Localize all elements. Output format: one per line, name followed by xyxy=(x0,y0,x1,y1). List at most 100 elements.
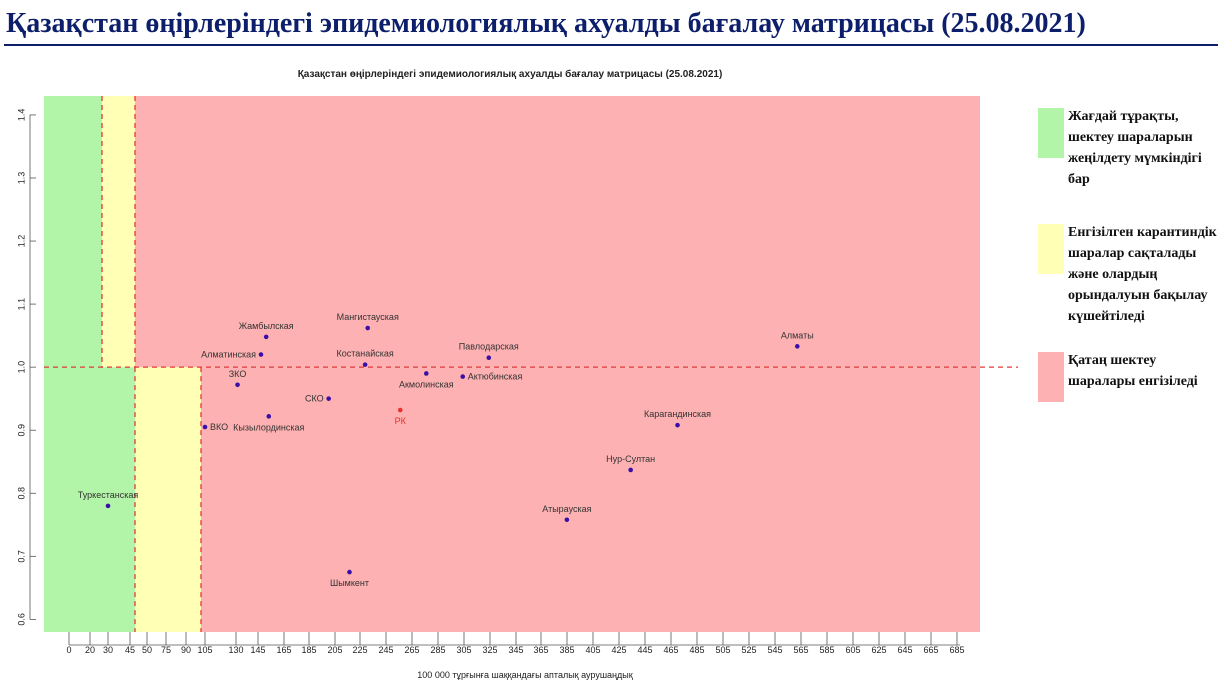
x-axis-label: 100 000 тұрғынға шаққандағы апталық ауру… xyxy=(417,670,632,680)
data-point-label: РК xyxy=(395,416,407,426)
x-tick-label: 205 xyxy=(327,645,342,655)
data-point xyxy=(105,503,111,509)
data-point xyxy=(460,374,466,379)
x-tick-label: 185 xyxy=(301,645,316,655)
x-tick-label: 345 xyxy=(508,645,523,655)
y-tick-label: 1.4 xyxy=(16,109,26,122)
zone-yellow-2 xyxy=(102,96,135,368)
y-tick-label: 0.6 xyxy=(16,613,26,626)
data-point-label: Павлодарская xyxy=(459,342,519,352)
zones-layer xyxy=(44,96,980,632)
x-tick-label: 50 xyxy=(142,645,152,655)
x-tick-label: 625 xyxy=(871,645,886,655)
x-tick-label: 645 xyxy=(897,645,912,655)
x-tick-label: 30 xyxy=(103,645,113,655)
x-tick-label: 585 xyxy=(819,645,834,655)
zone-yellow-3 xyxy=(135,367,201,632)
x-tick-label: 545 xyxy=(767,645,782,655)
data-point xyxy=(347,569,352,575)
legend-swatch-green xyxy=(1038,108,1064,158)
data-point xyxy=(564,517,570,523)
y-tick-label: 0.9 xyxy=(16,424,26,437)
x-tick-label: 165 xyxy=(276,645,291,655)
x-tick-label: 105 xyxy=(197,645,212,655)
data-point-label: Туркестанская xyxy=(78,490,139,500)
x-tick-label: 425 xyxy=(611,645,626,655)
data-point-label: Акмолинская xyxy=(399,379,454,389)
y-tick-label: 0.7 xyxy=(16,550,26,563)
zone-red-4 xyxy=(135,96,980,368)
data-point xyxy=(423,371,429,376)
data-point xyxy=(258,352,264,357)
data-point xyxy=(362,362,368,367)
legend-swatch-red xyxy=(1038,352,1064,402)
data-point xyxy=(486,355,492,360)
x-tick-label: 75 xyxy=(161,645,171,655)
x-tick-label: 505 xyxy=(715,645,730,655)
points-layer: Туркестанская ВКО ЗКО Алматинская Жамбылская… xyxy=(78,312,814,588)
legend-swatch-yellow xyxy=(1038,224,1064,274)
y-tick-label: 1.0 xyxy=(16,361,26,374)
data-point-label: Костанайская xyxy=(336,349,393,359)
data-point-label: Шымкент xyxy=(330,578,369,588)
x-tick-label: 45 xyxy=(125,645,135,655)
data-point xyxy=(675,422,680,428)
x-tick-label: 685 xyxy=(949,645,964,655)
data-point-label: Мангистауская xyxy=(337,312,399,322)
x-tick-label: 385 xyxy=(559,645,574,655)
data-point-label: ЗКО xyxy=(229,369,247,379)
data-point-label: Кызылординская xyxy=(233,422,304,432)
x-tick-label: 145 xyxy=(250,645,265,655)
x-tick-label: 245 xyxy=(378,645,393,655)
y-tick-label: 1.2 xyxy=(16,235,26,248)
data-point xyxy=(794,344,800,349)
x-tick-label: 465 xyxy=(663,645,678,655)
data-point xyxy=(397,407,403,413)
y-tick-label: 1.3 xyxy=(16,172,26,185)
data-point xyxy=(263,334,269,340)
x-tick-label: 285 xyxy=(430,645,445,655)
x-tick-label: 0 xyxy=(66,645,71,655)
x-tick-label: 405 xyxy=(585,645,600,655)
x-tick-label: 325 xyxy=(482,645,497,655)
data-point-label: СКО xyxy=(305,394,324,404)
data-point-label: Карагандинская xyxy=(644,409,711,419)
slide-title: Қазақстан өңірлеріндегі эпидемиологиялық… xyxy=(6,8,1086,39)
x-tick-label: 265 xyxy=(404,645,419,655)
data-point-label: Жамбылская xyxy=(239,321,294,331)
data-point-label: Атырауская xyxy=(542,504,591,514)
threshold-lines-layer xyxy=(44,96,1018,632)
title-underline xyxy=(4,44,1218,46)
data-point xyxy=(202,424,208,430)
data-point xyxy=(628,467,633,473)
x-tick-label: 445 xyxy=(637,645,652,655)
data-point xyxy=(235,382,240,388)
x-tick-label: 485 xyxy=(689,645,704,655)
x-tick-label: 20 xyxy=(85,645,95,655)
x-tick-label: 130 xyxy=(228,645,243,655)
legend-text-green: Жағдай тұрақты, шектеу шараларын жеңілде… xyxy=(1068,109,1202,187)
y-tick-label: 1.1 xyxy=(16,298,26,311)
data-point-label: ВКО xyxy=(210,422,228,432)
x-tick-label: 365 xyxy=(533,645,548,655)
zone-green-0 xyxy=(44,96,102,632)
y-tick-label: 0.8 xyxy=(16,487,26,500)
data-point xyxy=(326,396,331,401)
x-tick-label: 525 xyxy=(741,645,756,655)
legend-text-red: Қатаң шектеу шаралары енгізіледі xyxy=(1068,353,1198,389)
x-tick-label: 565 xyxy=(793,645,808,655)
data-point xyxy=(266,414,272,419)
axes-layer: 0 20 30 45 50 75 90 105 130 145 165 185 205 225 245 265… xyxy=(16,109,964,655)
zone-green-1 xyxy=(102,367,135,632)
x-tick-label: 90 xyxy=(181,645,191,655)
data-point-label: Алматинская xyxy=(201,350,256,360)
chart-title: Қазақстан өңірлеріндегі эпидемиологиялық… xyxy=(298,68,723,80)
legend-text-yellow: Енгізілген карантиндік шаралар сақталады… xyxy=(1068,225,1217,324)
x-tick-label: 605 xyxy=(845,645,860,655)
zone-red-5 xyxy=(201,367,980,632)
x-tick-label: 305 xyxy=(456,645,471,655)
scatter-chart: Қазақстан өңірлеріндегі эпидемиологиялық… xyxy=(16,68,1018,680)
data-point xyxy=(365,325,371,331)
data-point-label: Алматы xyxy=(781,330,814,340)
x-tick-label: 665 xyxy=(923,645,938,655)
